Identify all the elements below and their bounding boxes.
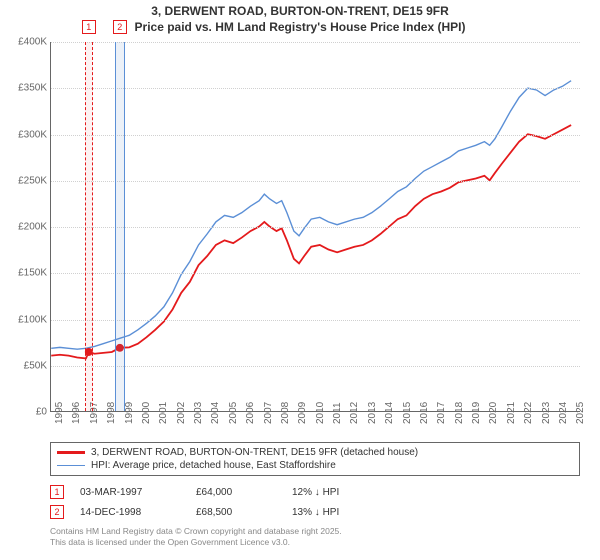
transaction-delta: 12% ↓ HPI — [292, 487, 339, 498]
x-tick-label: 1996 — [71, 402, 82, 424]
transaction-list: 1 03-MAR-1997 £64,000 12% ↓ HPI 2 14-DEC-1998… — [50, 482, 580, 522]
legend-row: 3, DERWENT ROAD, BURTON-ON-TRENT, DE15 9… — [57, 446, 573, 459]
grid-line — [51, 42, 580, 43]
chart-plot-area: £0£50K£100K£150K£200K£250K£300K£350K£400… — [50, 42, 580, 412]
x-tick-label: 2007 — [263, 402, 274, 424]
x-tick-label: 2003 — [193, 402, 204, 424]
footnote-line2: This data is licensed under the Open Gov… — [50, 537, 580, 548]
x-tick-label: 1995 — [54, 402, 65, 424]
y-tick-label: £200K — [3, 222, 47, 233]
y-tick-label: £100K — [3, 314, 47, 325]
x-tick-label: 1997 — [89, 402, 100, 424]
grid-line — [51, 320, 580, 321]
series-price_paid — [51, 125, 571, 358]
transaction-marker: 2 — [50, 505, 64, 519]
x-tick-label: 2019 — [471, 402, 482, 424]
footnote: Contains HM Land Registry data © Crown c… — [50, 526, 580, 548]
chart-marker: 1 — [82, 20, 96, 34]
transaction-price: £68,500 — [196, 507, 276, 518]
grid-line — [51, 273, 580, 274]
transaction-row: 1 03-MAR-1997 £64,000 12% ↓ HPI — [50, 482, 580, 502]
x-tick-label: 2017 — [436, 402, 447, 424]
legend-block: 3, DERWENT ROAD, BURTON-ON-TRENT, DE15 9… — [50, 442, 580, 548]
x-tick-label: 2002 — [176, 402, 187, 424]
x-tick-label: 2013 — [367, 402, 378, 424]
y-tick-label: £250K — [3, 175, 47, 186]
x-tick-label: 2000 — [141, 402, 152, 424]
y-tick-label: £0 — [3, 407, 47, 418]
sale-point — [116, 344, 124, 352]
x-tick-label: 2020 — [488, 402, 499, 424]
grid-line — [51, 88, 580, 89]
y-tick-label: £300K — [3, 129, 47, 140]
x-tick-label: 2022 — [523, 402, 534, 424]
transaction-price: £64,000 — [196, 487, 276, 498]
title-line1: 3, DERWENT ROAD, BURTON-ON-TRENT, DE15 9… — [0, 4, 600, 20]
legend-label: 3, DERWENT ROAD, BURTON-ON-TRENT, DE15 9… — [91, 447, 418, 458]
y-tick-label: £150K — [3, 268, 47, 279]
x-tick-label: 2025 — [575, 402, 586, 424]
legend-row: HPI: Average price, detached house, East… — [57, 459, 573, 472]
x-tick-label: 2004 — [210, 402, 221, 424]
transaction-row: 2 14-DEC-1998 £68,500 13% ↓ HPI — [50, 502, 580, 522]
grid-line — [51, 227, 580, 228]
x-tick-label: 2018 — [454, 402, 465, 424]
legend-swatch — [57, 465, 85, 467]
x-tick-label: 2009 — [297, 402, 308, 424]
legend-label: HPI: Average price, detached house, East… — [91, 460, 336, 471]
x-tick-label: 1998 — [106, 402, 117, 424]
transaction-marker: 1 — [50, 485, 64, 499]
legend-box: 3, DERWENT ROAD, BURTON-ON-TRENT, DE15 9… — [50, 442, 580, 476]
y-tick-label: £400K — [3, 37, 47, 48]
x-tick-label: 2010 — [315, 402, 326, 424]
transaction-date: 14-DEC-1998 — [80, 507, 180, 518]
footnote-line1: Contains HM Land Registry data © Crown c… — [50, 526, 580, 537]
legend-swatch — [57, 451, 85, 454]
x-tick-label: 2011 — [332, 402, 343, 424]
x-tick-label: 2012 — [349, 402, 360, 424]
grid-line — [51, 135, 580, 136]
x-tick-label: 2015 — [402, 402, 413, 424]
x-tick-label: 2016 — [419, 402, 430, 424]
transaction-delta: 13% ↓ HPI — [292, 507, 339, 518]
transaction-date: 03-MAR-1997 — [80, 487, 180, 498]
x-tick-label: 2023 — [541, 402, 552, 424]
series-hpi — [51, 81, 571, 349]
x-tick-label: 1999 — [124, 402, 135, 424]
x-tick-label: 2021 — [506, 402, 517, 424]
sale-point — [85, 348, 93, 356]
x-tick-label: 2005 — [228, 402, 239, 424]
x-tick-label: 2006 — [245, 402, 256, 424]
x-tick-label: 2024 — [558, 402, 569, 424]
x-tick-label: 2008 — [280, 402, 291, 424]
y-tick-label: £350K — [3, 83, 47, 94]
grid-line — [51, 181, 580, 182]
x-tick-label: 2014 — [384, 402, 395, 424]
grid-line — [51, 366, 580, 367]
x-tick-label: 2001 — [158, 402, 169, 424]
y-tick-label: £50K — [3, 360, 47, 371]
chart-marker: 2 — [113, 20, 127, 34]
